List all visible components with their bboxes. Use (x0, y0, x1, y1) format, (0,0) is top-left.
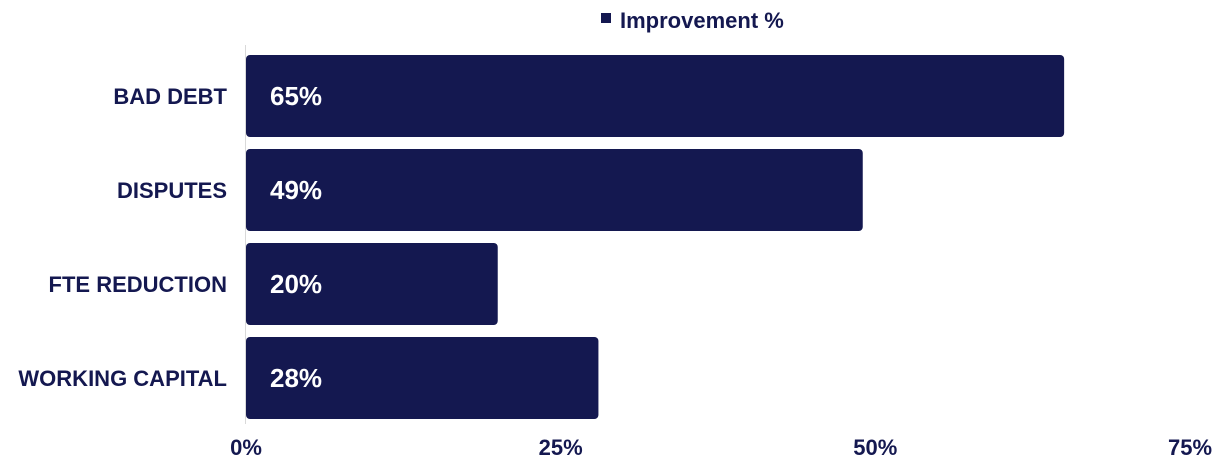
category-label-1: DISPUTES (117, 178, 227, 203)
x-tick-label-2: 50% (853, 435, 897, 459)
data-label-2: 20% (270, 269, 322, 299)
category-label-2: FTE REDUCTION (49, 272, 227, 297)
data-labels: 65% 49% 20% 28% (270, 81, 322, 393)
x-axis-tick-labels: 0% 25% 50% 75% (230, 435, 1212, 459)
x-tick-label-0: 0% (230, 435, 262, 459)
category-label-0: BAD DEBT (113, 84, 227, 109)
legend-label: Improvement % (620, 8, 784, 33)
data-label-3: 28% (270, 363, 322, 393)
data-label-0: 65% (270, 81, 322, 111)
bar-3 (246, 337, 599, 419)
bar-0 (246, 55, 1065, 137)
bar-2 (246, 243, 498, 325)
legend: Improvement % (601, 8, 784, 33)
x-tick-label-3: 75% (1168, 435, 1212, 459)
data-label-1: 49% (270, 175, 322, 205)
x-tick-label-1: 25% (539, 435, 583, 459)
category-labels: BAD DEBT DISPUTES FTE REDUCTION WORKING CAP… (18, 84, 227, 391)
category-label-3: WORKING CAPITAL (18, 366, 227, 391)
legend-swatch (601, 13, 611, 23)
bars (246, 55, 1065, 419)
bar-1 (246, 149, 863, 231)
